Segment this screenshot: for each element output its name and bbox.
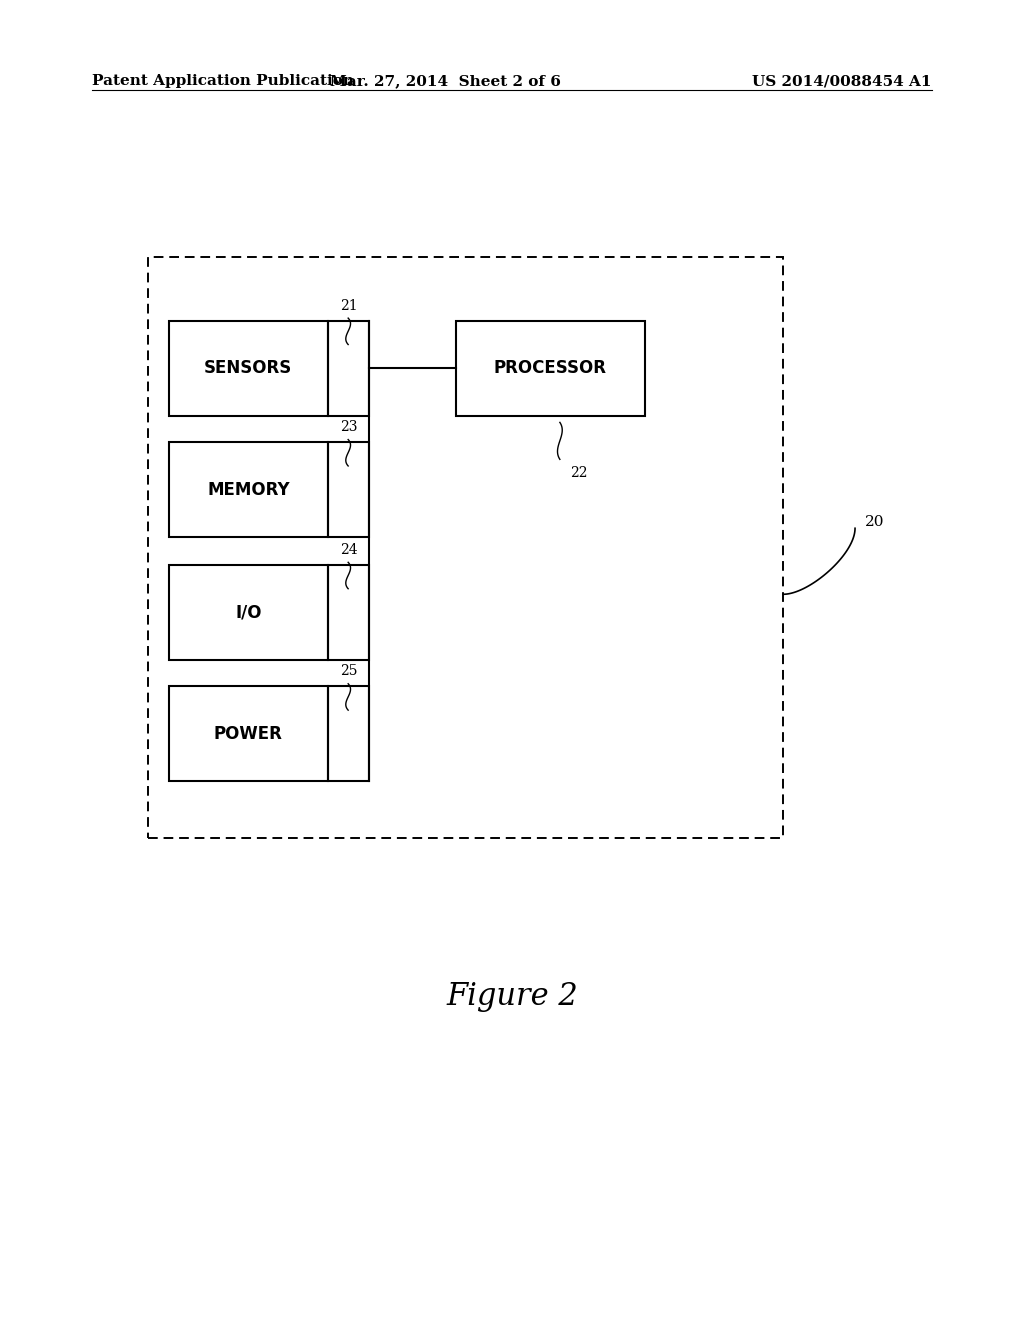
Text: MEMORY: MEMORY — [207, 480, 290, 499]
Text: 24: 24 — [340, 543, 357, 557]
Bar — [169, 686, 328, 781]
Text: 22: 22 — [570, 466, 588, 480]
Bar — [328, 321, 369, 416]
Text: Patent Application Publication: Patent Application Publication — [92, 74, 354, 88]
Text: 21: 21 — [340, 298, 357, 313]
Bar — [328, 442, 369, 537]
Text: 20: 20 — [865, 515, 885, 529]
Text: PROCESSOR: PROCESSOR — [494, 359, 607, 378]
Bar — [456, 321, 645, 416]
Bar — [169, 442, 328, 537]
Bar — [169, 565, 328, 660]
Bar — [169, 321, 328, 416]
Text: Mar. 27, 2014  Sheet 2 of 6: Mar. 27, 2014 Sheet 2 of 6 — [330, 74, 561, 88]
Text: I/O: I/O — [236, 603, 261, 622]
Text: 25: 25 — [340, 664, 357, 678]
Text: SENSORS: SENSORS — [204, 359, 293, 378]
Bar — [328, 686, 369, 781]
Text: US 2014/0088454 A1: US 2014/0088454 A1 — [753, 74, 932, 88]
Bar — [328, 565, 369, 660]
Bar — [148, 257, 783, 838]
Text: 23: 23 — [340, 420, 357, 434]
Text: POWER: POWER — [214, 725, 283, 743]
Text: Figure 2: Figure 2 — [446, 981, 578, 1012]
